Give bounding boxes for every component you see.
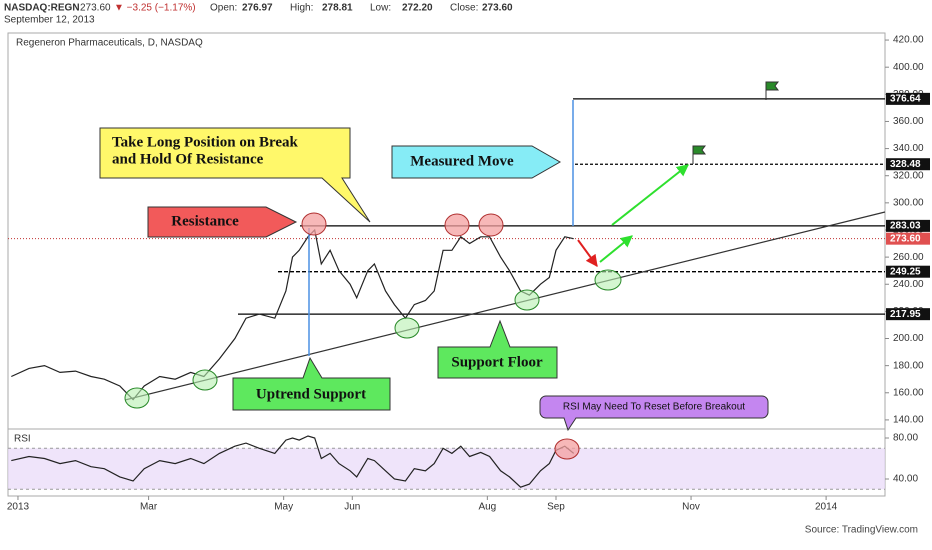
x-tick-label: Mar: [140, 502, 158, 513]
y-tick-label: 300.00: [893, 197, 924, 208]
y-tick-label: 240.00: [893, 279, 924, 290]
plot-frame: [7, 32, 886, 497]
y-tick-label: 140.00: [893, 415, 924, 426]
header: NASDAQ:REGN 273.60 ▼ −3.25 (−1.17%) Sept…: [4, 3, 513, 26]
stat-value: 276.97: [242, 3, 273, 14]
level-tag: [886, 308, 930, 321]
symbol: NASDAQ:REGN: [4, 3, 80, 14]
callout-text: Measured Move: [410, 153, 514, 169]
callout-text: RSI May Need To Reset Before Breakout: [563, 402, 745, 413]
y-tick-label: 400.00: [893, 62, 924, 73]
y-tick-label: 40.00: [893, 474, 918, 485]
price: 273.60: [80, 3, 111, 14]
y-tick-label: 340.00: [893, 143, 924, 154]
callout: [437, 319, 558, 379]
flags: [692, 81, 779, 164]
rsi-title: RSI: [14, 434, 31, 445]
rsi-line: [11, 435, 575, 488]
callout: [391, 145, 562, 179]
y-tick-label: 180.00: [893, 360, 924, 371]
y-tick-label: 160.00: [893, 387, 924, 398]
level-label: 328.48: [890, 159, 921, 170]
y-tick-label: 320.00: [893, 170, 924, 181]
x-tick-label: May: [274, 502, 293, 513]
chart-title: Regeneron Pharmaceuticals, D, NASDAQ: [16, 38, 203, 49]
x-tick-label: 2013: [7, 502, 30, 513]
callout-text: Take Long Position on Break: [112, 134, 299, 150]
circles-red: [301, 212, 580, 460]
change: ▼ −3.25 (−1.17%): [114, 3, 196, 14]
level-tag: [886, 158, 930, 171]
x-tick-label: 2014: [815, 502, 838, 513]
level-label: 376.64: [890, 94, 921, 105]
level-tag: [886, 219, 930, 232]
y-tick-label: 80.00: [893, 433, 918, 444]
stat-label: Close:: [450, 3, 478, 14]
stat-label: Open:: [210, 3, 237, 14]
level-tag: [886, 265, 930, 278]
arrow: [577, 239, 598, 267]
y-tick-label: 200.00: [893, 333, 924, 344]
level-tag: [886, 232, 930, 245]
stat-label: Low:: [370, 3, 391, 14]
level-tag: [886, 92, 930, 105]
callout-text: Uptrend Support: [256, 386, 366, 402]
y-tick-label: 420.00: [893, 35, 924, 46]
circles: [124, 269, 622, 409]
callout-text: Support Floor: [451, 354, 543, 370]
level-label: 283.03: [890, 221, 921, 232]
y-tick-label: 360.00: [893, 116, 924, 127]
stat-value: 272.20: [402, 3, 433, 14]
level-label: 273.60: [890, 233, 921, 244]
trendline: [124, 211, 886, 401]
callout: [232, 356, 391, 411]
x-tick-label: Sep: [547, 502, 565, 513]
callout: [539, 395, 769, 432]
source: Source: TradingView.com: [805, 525, 918, 536]
y-tick-label: 260.00: [893, 252, 924, 263]
stat-value: 273.60: [482, 3, 513, 14]
x-tick-label: Aug: [478, 502, 496, 513]
level-label: 249.25: [890, 266, 921, 277]
callout-text: Resistance: [171, 213, 239, 229]
date: September 12, 2013: [4, 15, 95, 26]
stat-value: 278.81: [322, 3, 353, 14]
callout: [99, 127, 371, 223]
x-tick-label: Jun: [344, 502, 360, 513]
arrow: [599, 235, 633, 263]
callout-text: and Hold Of Resistance: [112, 151, 264, 167]
rsi-band: [8, 448, 885, 490]
stat-label: High:: [290, 3, 313, 14]
callout: [147, 206, 298, 238]
level-label: 217.95: [890, 309, 921, 320]
x-tick-label: Nov: [682, 502, 700, 513]
arrow: [611, 164, 689, 226]
